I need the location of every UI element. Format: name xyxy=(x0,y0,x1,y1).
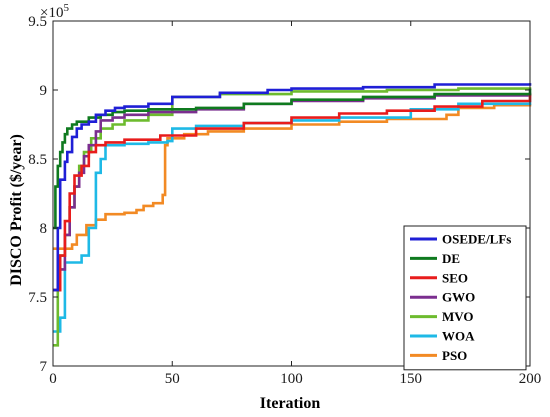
series-line-osede-lfs xyxy=(53,83,532,292)
y-tick-label: 9 xyxy=(40,83,48,99)
y-axis-title: DISCO Profit ($/year) xyxy=(8,134,25,286)
plot-lines xyxy=(53,83,532,347)
x-axis-title: Iteration xyxy=(260,395,321,412)
legend: OSEDE/LFs DE SEO GWO MVO WOA PSO xyxy=(403,225,527,371)
y-tick-label: 8 xyxy=(40,221,48,237)
legend-label: GWO xyxy=(442,290,475,305)
y-tick-label: 8.5 xyxy=(28,152,47,168)
y-tick-label: 9.5 xyxy=(28,14,47,30)
legend-label: WOA xyxy=(442,329,475,344)
x-tick-label: 100 xyxy=(280,371,303,387)
legend-label: PSO xyxy=(442,348,467,363)
y-multiplier: ×105 xyxy=(40,2,69,21)
series-line-seo xyxy=(53,94,532,292)
y-tick-label: 7 xyxy=(40,359,48,375)
legend-label: MVO xyxy=(442,309,474,324)
legend-label: OSEDE/LFs xyxy=(442,232,511,247)
series-line-pso xyxy=(53,103,532,250)
legend-label: DE xyxy=(442,251,460,266)
x-tick-label: 0 xyxy=(49,371,57,387)
x-tick-label: 200 xyxy=(519,371,542,387)
y-axis-ticks: 7 7.5 8 8.5 9 9.5 xyxy=(28,14,530,375)
x-axis-ticks: 0 50 100 150 200 xyxy=(49,21,541,387)
y-tick-label: 7.5 xyxy=(28,290,47,306)
legend-label: SEO xyxy=(442,270,468,285)
x-tick-label: 50 xyxy=(165,371,180,387)
series-line-de xyxy=(53,88,532,230)
x-tick-label: 150 xyxy=(400,371,423,387)
